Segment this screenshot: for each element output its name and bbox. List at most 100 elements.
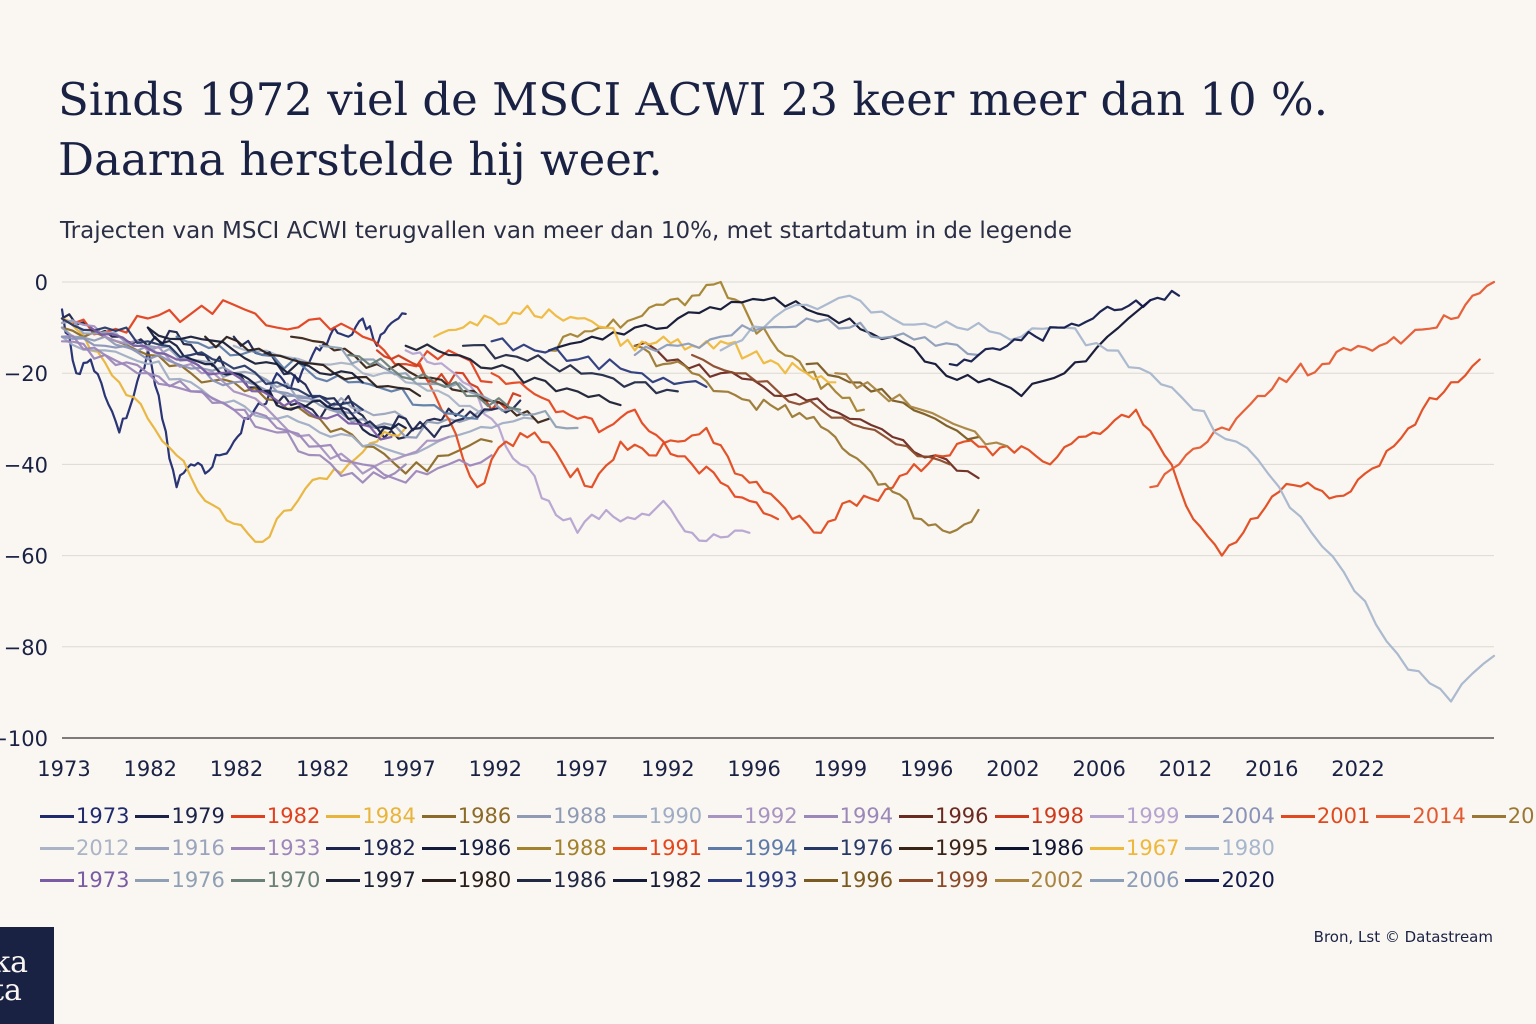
legend-swatch: [803, 878, 838, 882]
legend-label: 2001: [1316, 804, 1371, 828]
y-tick-label: 0: [35, 271, 48, 295]
legend-item: 1982: [326, 832, 416, 864]
series-line-1988-21: [547, 280, 865, 413]
legend-item: 1967: [1089, 832, 1179, 864]
legend-swatch: [1280, 814, 1315, 818]
series-line-1996-37: [805, 362, 980, 441]
series-line-1973-0: [60, 308, 407, 489]
x-tick-label: 2006: [1072, 757, 1125, 781]
legend-swatch: [803, 846, 838, 850]
source-note: Bron, Lst © Datastream: [1313, 928, 1493, 946]
legend-swatch: [230, 878, 265, 882]
y-tick-label: −40: [4, 453, 48, 477]
x-tick-label: 1973: [37, 757, 90, 781]
legend-label: 2004: [1221, 804, 1275, 828]
legend-swatch: [517, 878, 552, 882]
legend-item: 1991: [612, 832, 703, 864]
x-tick-label: 1992: [641, 757, 694, 781]
legend-label: 1994: [744, 836, 798, 860]
series-line-1991-22: [490, 372, 780, 521]
legend-item: 1997: [326, 864, 416, 896]
legend-swatch: [135, 846, 170, 850]
legend-item: 1995: [899, 832, 989, 864]
legend-label: 1996: [935, 804, 989, 828]
series-line-1976-24: [60, 317, 364, 411]
x-tick-label: 2012: [1159, 757, 1212, 781]
legend-item: 1986: [517, 864, 607, 896]
series-line-1980-33: [204, 335, 422, 398]
series-line-2006-40: [633, 317, 980, 357]
series-line-2002-39: [834, 372, 1009, 448]
legend-item: 1996: [803, 864, 893, 896]
legend-swatch: [1185, 814, 1220, 818]
legend-label: 1998: [1030, 804, 1084, 828]
series-line-1984-3: [60, 317, 407, 543]
series-line-2019-15: [633, 344, 980, 534]
legend-item: 2002: [994, 864, 1084, 896]
legend-label: 1982: [648, 868, 703, 892]
legend-label: 2006: [1125, 868, 1180, 892]
legend-swatch: [1185, 846, 1220, 850]
y-tick-label: −20: [4, 362, 48, 386]
legend-label: 1976: [839, 836, 894, 860]
legend-item: 2004: [1185, 800, 1275, 832]
legend-label: 1973: [76, 804, 130, 828]
publisher-logo: ka ta: [0, 927, 54, 1024]
legend-item: 1986: [994, 832, 1084, 864]
legend-label: 2012: [76, 836, 130, 860]
legend-swatch: [994, 846, 1029, 850]
series-line-1982-35: [146, 326, 364, 384]
legend-swatch: [421, 846, 456, 850]
chart-title: Sinds 1972 viel de MSCI ACWI 23 keer mee…: [58, 70, 1498, 190]
legend-label: 1982: [362, 836, 416, 860]
legend-swatch: [1185, 878, 1220, 882]
legend-item: 1994: [708, 832, 798, 864]
series-line-2020-41: [948, 289, 1181, 367]
legend-swatch: [40, 814, 74, 818]
legend-label: 1992: [744, 804, 798, 828]
legend-label: 2014: [1412, 804, 1466, 828]
x-tick-label: 2002: [986, 757, 1039, 781]
legend-label: 1991: [648, 836, 703, 860]
x-tick-label: 1996: [900, 757, 953, 781]
legend-swatch: [326, 814, 361, 818]
legend-label: 1976: [171, 868, 225, 892]
series-line-1982-2: [60, 299, 493, 384]
x-tick-label: 2022: [1331, 757, 1384, 781]
chart-title-line-2: Daarna herstelde hij weer.: [58, 133, 663, 186]
legend-item: 1970: [230, 864, 320, 896]
legend-row: 1973 1976 1970 1997 1980 1986 1982 1993 1996 1999…: [40, 864, 1500, 896]
legend-label: 2002: [1030, 868, 1084, 892]
legend-item: 1999: [899, 864, 989, 896]
legend-swatch: [1376, 814, 1411, 818]
legend-item: 1976: [135, 864, 225, 896]
legend-item: 1979: [135, 800, 225, 832]
legend-swatch: [612, 878, 647, 882]
legend-swatch: [612, 814, 647, 818]
legend-swatch: [994, 814, 1029, 818]
series-line-1967-27: [433, 304, 837, 384]
series-line-1986-34: [461, 344, 679, 395]
series-line-1986-26: [547, 296, 1152, 398]
legend-label: 1988: [553, 836, 607, 860]
legend-label: 1984: [362, 804, 416, 828]
series-line-1998-10: [375, 349, 522, 411]
series-line-1973-29: [89, 326, 393, 441]
x-tick-label: 1992: [469, 757, 522, 781]
legend-swatch: [899, 814, 934, 818]
x-tick-label: 1982: [296, 757, 349, 781]
legend-swatch: [899, 878, 934, 882]
legend-label: 1997: [362, 868, 416, 892]
legend-item: 2001: [1280, 800, 1371, 832]
legend-item: 1980: [421, 864, 511, 896]
legend-label: 1979: [171, 804, 225, 828]
chart-title-line-1: Sinds 1972 viel de MSCI ACWI 23 keer mee…: [58, 73, 1328, 126]
legend-label: 1999: [1125, 804, 1180, 828]
legend-swatch: [1089, 878, 1124, 882]
legend-item: 1976: [803, 832, 894, 864]
series-line-1970-31: [347, 353, 522, 411]
y-tick-label: −60: [4, 545, 48, 569]
legend-swatch: [708, 878, 743, 882]
legend-item: 1980: [1185, 832, 1275, 864]
logo-text-line-1: ka: [0, 945, 29, 980]
